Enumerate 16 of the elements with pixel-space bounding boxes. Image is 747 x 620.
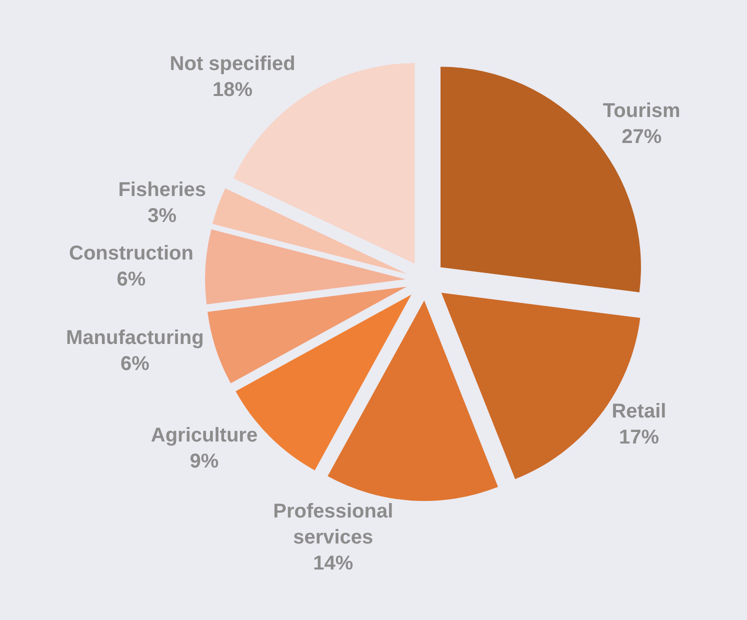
- data-label: 9%: [190, 450, 219, 472]
- slice-label: Manufacturing: [66, 326, 204, 349]
- data-label: 27%: [622, 126, 662, 148]
- data-label: 17%: [618, 426, 660, 449]
- data-label: 6%: [120, 352, 150, 375]
- slice-label: Construction: [69, 242, 194, 265]
- data-label: 14%: [313, 552, 354, 574]
- slice-label: Agriculture: [150, 424, 258, 446]
- data-label: 18%: [212, 79, 253, 102]
- slice-label: Tourism: [602, 100, 680, 122]
- slice-label: Fisheries: [118, 179, 206, 202]
- slice-label: Not specified: [170, 53, 296, 76]
- data-label: 3%: [148, 205, 177, 228]
- data-label: 6%: [116, 268, 146, 291]
- slice-label: Retail: [612, 400, 666, 423]
- slice-label: Professional services: [273, 500, 394, 548]
